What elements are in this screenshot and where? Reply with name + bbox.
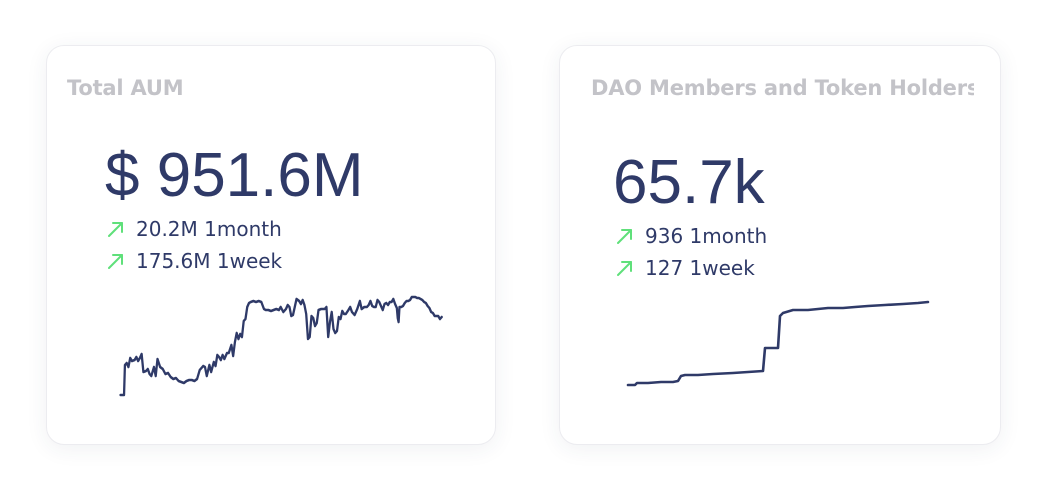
monthly-change-text: 936 1month	[645, 224, 768, 248]
weekly-change: 175.6M 1week	[107, 249, 282, 273]
card-title: DAO Members and Token Holders	[591, 76, 974, 100]
aum-sparkline	[119, 295, 443, 397]
trending-up-icon	[617, 229, 632, 244]
weekly-change-text: 127 1week	[645, 256, 755, 280]
dao-members-trend-line	[626, 300, 930, 387]
weekly-change: 127 1week	[616, 256, 755, 280]
monthly-change: 936 1month	[616, 224, 767, 248]
trending-up-icon	[108, 222, 123, 237]
dao-members-value: 65.7k	[613, 148, 765, 217]
trending-up-icon	[617, 261, 632, 276]
monthly-change-text: 20.2M 1month	[136, 217, 282, 241]
trending-up-icon	[108, 254, 123, 269]
monthly-change: 20.2M 1month	[107, 217, 282, 241]
dao-members-sparkline	[626, 300, 930, 387]
total-aum-card: Total AUM $ 951.6M 20.2M 1month 175.6M 1…	[46, 45, 496, 445]
weekly-change-text: 175.6M 1week	[136, 249, 283, 273]
aum-trend-line	[119, 295, 443, 397]
dao-members-card: DAO Members and Token Holders 65.7k 936 …	[559, 45, 1001, 445]
card-title: Total AUM	[67, 76, 184, 100]
total-aum-value: $ 951.6M	[105, 141, 364, 210]
